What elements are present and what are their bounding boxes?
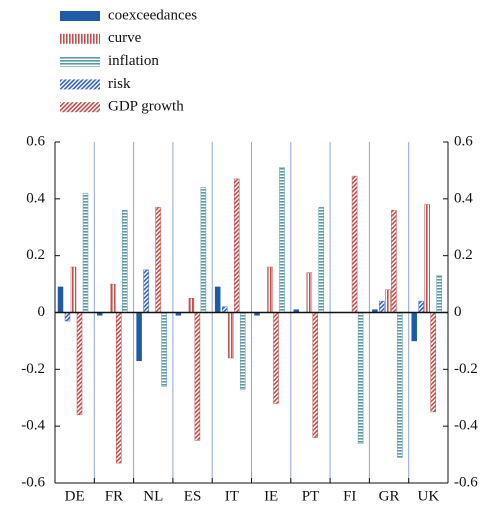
x-tick-label: UK — [418, 488, 440, 504]
y2-tick-label: -0.2 — [454, 361, 478, 377]
y-tick-label: 0.2 — [26, 247, 45, 263]
bar — [318, 207, 325, 313]
bar — [279, 167, 285, 313]
bar — [188, 298, 195, 313]
y-tick-label: 0 — [38, 304, 46, 320]
legend-swatch — [60, 102, 100, 113]
y-tick-label: 0.6 — [26, 133, 45, 149]
y-tick-label: 0.4 — [26, 190, 45, 206]
legend-label: GDP growth — [108, 99, 184, 115]
legend-label: inflation — [108, 53, 159, 69]
bar — [143, 269, 149, 313]
bar — [227, 312, 234, 359]
bar — [357, 312, 364, 444]
bar — [306, 272, 313, 313]
bar — [194, 312, 201, 441]
x-tick-label: PT — [302, 488, 320, 504]
y2-tick-label: 0.4 — [454, 190, 473, 206]
legend-label: risk — [108, 76, 131, 92]
bar — [122, 209, 128, 313]
bar — [70, 266, 77, 313]
bar — [239, 312, 246, 390]
bar — [351, 175, 358, 313]
bar — [136, 312, 142, 362]
y-tick-label: -0.6 — [21, 474, 45, 490]
bar — [110, 283, 116, 313]
bar — [116, 312, 122, 464]
bar — [82, 192, 89, 313]
bar — [418, 300, 424, 313]
legend-swatch — [60, 11, 100, 21]
bar — [391, 209, 397, 313]
legend-label: coexceedances — [108, 7, 197, 23]
x-tick-label: GR — [379, 488, 400, 504]
bar — [267, 266, 273, 313]
bar — [76, 312, 83, 416]
bar — [312, 312, 319, 438]
bar — [221, 306, 228, 313]
bar — [379, 300, 385, 313]
bar — [233, 178, 240, 313]
bar — [155, 207, 161, 313]
legend-swatch — [60, 56, 100, 67]
x-tick-label: FI — [343, 488, 356, 504]
bar — [397, 312, 403, 458]
x-tick-label: ES — [184, 488, 202, 504]
bar — [57, 286, 64, 313]
bar — [424, 204, 430, 313]
y2-tick-label: 0.2 — [454, 247, 473, 263]
y2-tick-label: 0.6 — [454, 133, 473, 149]
x-tick-label: FR — [105, 488, 123, 504]
legend-swatch — [60, 33, 100, 44]
y-tick-label: -0.2 — [21, 361, 45, 377]
bar — [430, 312, 436, 413]
bar — [411, 312, 417, 342]
x-tick-label: IT — [225, 488, 239, 504]
x-tick-label: DE — [65, 488, 85, 504]
legend-label: curve — [108, 30, 142, 46]
bar — [214, 286, 221, 313]
y-tick-label: -0.4 — [21, 418, 45, 434]
x-tick-label: IE — [264, 488, 278, 504]
bar — [385, 289, 391, 313]
legend-swatch — [60, 79, 100, 90]
bar — [64, 312, 71, 322]
bar — [273, 312, 279, 404]
y2-tick-label: -0.4 — [454, 418, 478, 434]
bar — [436, 275, 442, 313]
bar — [200, 187, 207, 313]
y2-tick-label: 0 — [454, 304, 462, 320]
x-tick-label: NL — [143, 488, 163, 504]
bar — [161, 312, 167, 387]
y2-tick-label: -0.6 — [454, 474, 478, 490]
